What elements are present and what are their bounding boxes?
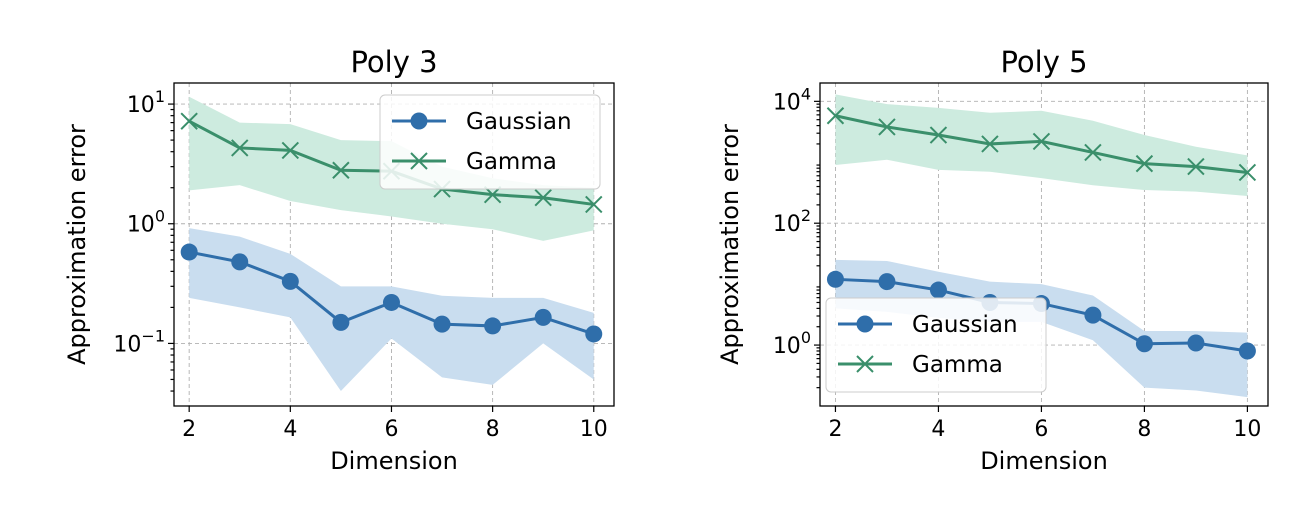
x-tick-label: 8: [486, 417, 500, 442]
y-tick-label: 100: [127, 207, 165, 238]
point-gamma: [981, 135, 999, 153]
y-tick-label: 10−1: [113, 326, 165, 357]
point-gamma: [332, 161, 350, 179]
chart-panel-1: 2 4 6 8 10 10−1 100 101 Poly 3 Dimension Approxima…: [63, 45, 615, 475]
legend-label-gaussian: Gaussian: [466, 109, 572, 135]
y-tick-label: 100: [773, 328, 811, 359]
point-gamma: [1135, 154, 1154, 173]
point-gaussian: [433, 315, 451, 333]
point-gaussian: [534, 308, 552, 326]
y-axis-label: Approximation error: [716, 124, 744, 365]
legend-marker-gamma: [856, 355, 874, 373]
plot-frame: [819, 82, 1269, 407]
x-tick-label: 10: [1233, 417, 1261, 442]
legend-box: [379, 94, 601, 190]
legend: Gaussian Gamma: [379, 94, 601, 190]
point-gamma: [534, 189, 552, 207]
point-gamma: [1032, 132, 1051, 151]
point-gaussian: [281, 272, 299, 290]
x-tick-label: 8: [1137, 417, 1151, 442]
x-tick-label: 10: [580, 417, 608, 442]
point-gamma: [1238, 163, 1257, 182]
y-tick-label: 102: [773, 206, 811, 237]
point-gamma: [1187, 157, 1205, 176]
band-gamma: [835, 94, 1248, 196]
legend-box: [825, 297, 1047, 393]
legend-label-gamma: Gamma: [912, 352, 1003, 378]
point-gaussian: [826, 270, 844, 288]
x-tick-label: 6: [1034, 417, 1048, 442]
legend-marker-gaussian: [410, 112, 428, 130]
legend-label-gamma: Gamma: [466, 149, 557, 175]
y-tick-label: 104: [773, 84, 811, 115]
x-axis-label: Dimension: [980, 447, 1108, 475]
x-tick-label: 4: [283, 417, 297, 442]
x-tick-label: 4: [931, 417, 945, 442]
point-gaussian: [1084, 306, 1102, 324]
x-tick-label: 2: [182, 417, 196, 442]
x-tick-label: 2: [828, 417, 842, 442]
point-gamma: [231, 139, 249, 157]
chart-title: Poly 5: [1000, 45, 1087, 79]
y-tick-label: 101: [127, 87, 165, 118]
point-gaussian: [1187, 334, 1205, 352]
legend-label-gaussian: Gaussian: [912, 312, 1018, 338]
point-gaussian: [231, 253, 249, 271]
x-axis-label: Dimension: [330, 447, 458, 475]
legend: Gaussian Gamma: [825, 297, 1047, 393]
x-tick-label: 6: [384, 417, 398, 442]
point-gaussian: [332, 313, 350, 331]
chart-title: Poly 3: [350, 45, 437, 79]
chart-panel-2: 2 4 6 8 10 100 102 104 Poly 5 Dimension Approximat…: [716, 45, 1269, 475]
y-axis-label: Approximation error: [63, 124, 91, 365]
point-gamma: [826, 107, 845, 125]
point-gamma: [1084, 143, 1102, 162]
plot-frame: [173, 82, 615, 407]
point-gamma: [929, 126, 948, 144]
point-gaussian: [1238, 342, 1256, 360]
point-gaussian: [180, 243, 198, 261]
point-gamma: [180, 112, 198, 130]
point-gaussian: [585, 325, 603, 343]
point-gaussian: [929, 281, 947, 299]
point-gamma: [585, 195, 603, 214]
point-gaussian: [382, 293, 400, 311]
legend-marker-gamma: [410, 152, 428, 170]
point-gaussian: [484, 317, 502, 335]
point-gaussian: [878, 273, 896, 291]
point-gamma: [878, 118, 896, 136]
point-gaussian: [1135, 335, 1153, 353]
point-gamma: [281, 141, 300, 160]
legend-marker-gaussian: [856, 315, 874, 333]
